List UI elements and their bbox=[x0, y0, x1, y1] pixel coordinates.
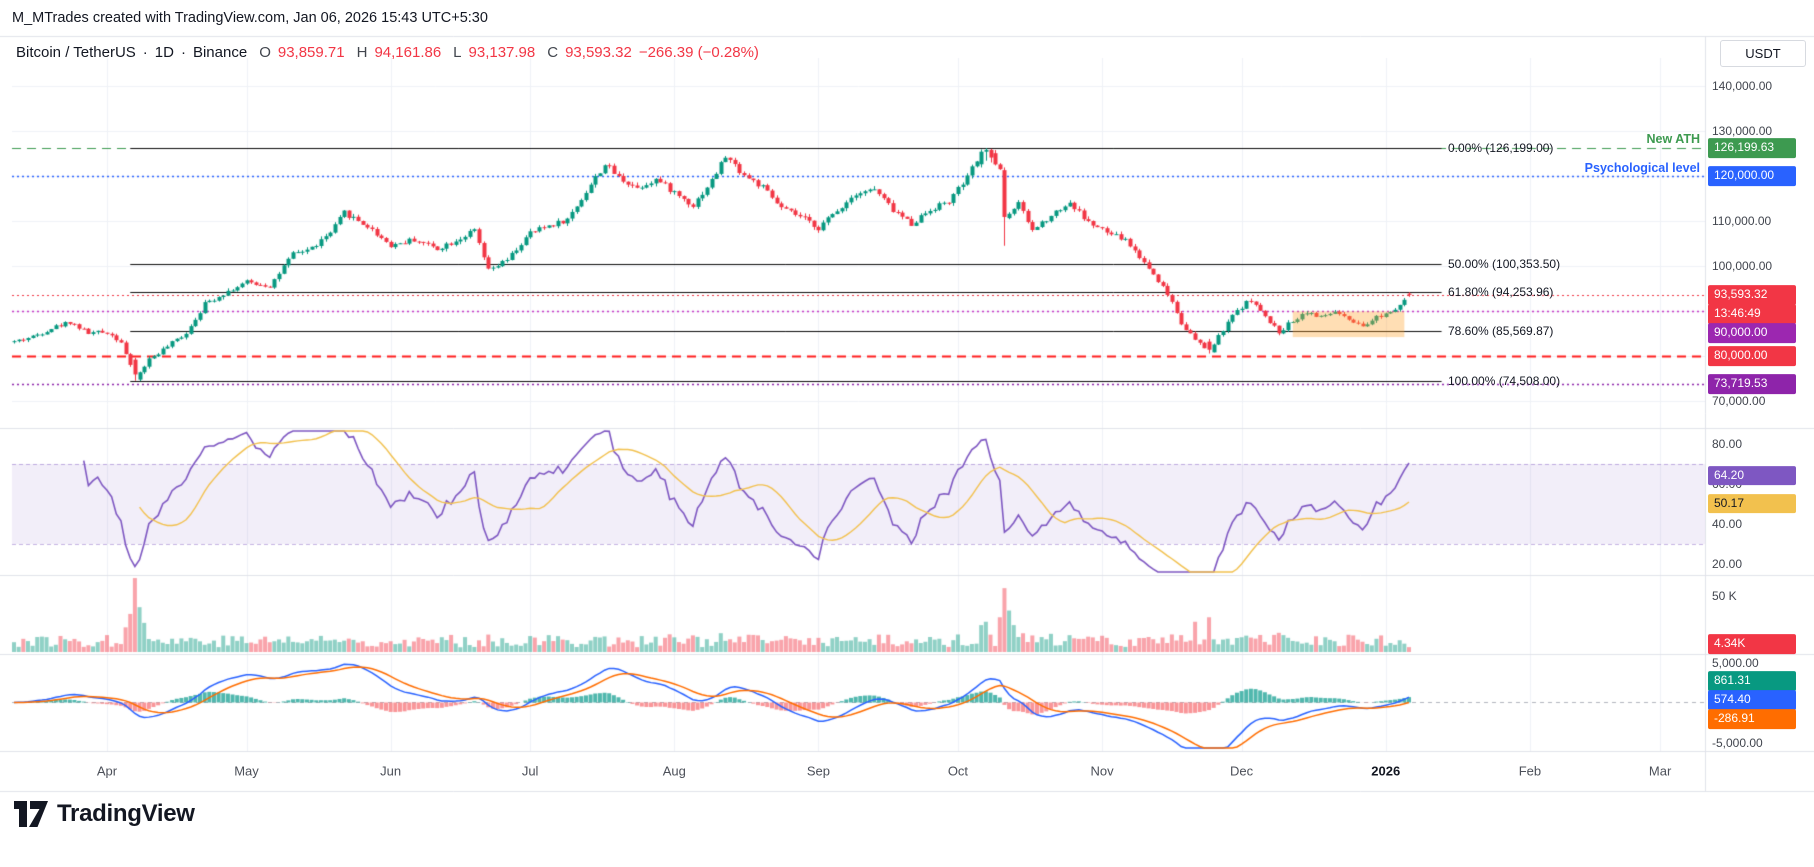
time-axis-label-2026: 2026 bbox=[1371, 763, 1401, 779]
price-badge-last-price: 93,593.32 bbox=[1708, 284, 1796, 305]
fib-level-label: 50.00% (100,353.50) bbox=[1448, 257, 1561, 272]
legend-separator-icon: · bbox=[142, 44, 148, 61]
interval-label[interactable]: 1D bbox=[154, 44, 174, 61]
time-axis-label-jun: Jun bbox=[380, 763, 402, 779]
time-axis-label-nov: Nov bbox=[1090, 763, 1114, 779]
rsi-badge: 50.17 bbox=[1708, 493, 1796, 514]
tradingview-logo[interactable]: TradingView bbox=[14, 800, 195, 828]
rsi-axis-tick: 40.00 bbox=[1712, 517, 1743, 531]
attribution-text: M_MTrades created with TradingView.com, … bbox=[12, 10, 488, 26]
new-ath-label: New ATH bbox=[1646, 132, 1700, 146]
price-axis-tick: 110,000.00 bbox=[1712, 214, 1772, 228]
price-badge-psychological: 120,000.00 bbox=[1708, 166, 1796, 186]
time-axis-label-jul: Jul bbox=[521, 763, 539, 779]
macd-badge-macd: 574.40 bbox=[1708, 690, 1796, 710]
low-value: 93,137.98 bbox=[468, 44, 536, 61]
time-axis-label-dec: Dec bbox=[1230, 763, 1254, 779]
open-value: 93,859.71 bbox=[277, 44, 345, 61]
symbol-name[interactable]: Bitcoin / TetherUS bbox=[16, 44, 136, 61]
price-badge-new-ath: 126,199.63 bbox=[1708, 138, 1796, 158]
high-value: 94,161.86 bbox=[374, 44, 442, 61]
time-axis-label-mar: Mar bbox=[1648, 763, 1672, 779]
currency-toggle-button[interactable]: USDT bbox=[1720, 40, 1806, 67]
tradingview-logo-text: TradingView bbox=[57, 800, 195, 827]
price-axis-tick: 70,000.00 bbox=[1712, 394, 1766, 408]
legend-separator-icon: · bbox=[180, 44, 186, 61]
rsi-axis-tick: 80.00 bbox=[1712, 437, 1743, 451]
exchange-label[interactable]: Binance bbox=[192, 44, 248, 61]
attribution-bar: M_MTrades created with TradingView.com, … bbox=[12, 0, 488, 36]
macd-axis-tick: -5,000.00 bbox=[1712, 735, 1763, 750]
low-prefix: L bbox=[453, 44, 462, 61]
change-value: −266.39 (−0.28%) bbox=[638, 44, 759, 61]
fib-level-label: 61.80% (94,253.96) bbox=[1448, 284, 1554, 299]
symbol-legend: Bitcoin / TetherUS · 1D · Binance O 93,8… bbox=[16, 44, 759, 61]
fib-level-label: 100.00% (74,508.00) bbox=[1448, 373, 1561, 388]
price-badge-countdown: 13:46:49 bbox=[1708, 303, 1796, 324]
price-axis-tick: 140,000.00 bbox=[1712, 79, 1773, 93]
volume-badge: 4.34K bbox=[1708, 634, 1796, 654]
high-prefix: H bbox=[356, 44, 368, 61]
price-axis-tick: 100,000.00 bbox=[1712, 259, 1773, 273]
rsi-axis-tick: 20.00 bbox=[1712, 557, 1743, 571]
tradingview-logo-icon bbox=[14, 801, 48, 827]
volume-axis-tick: 50 K bbox=[1712, 589, 1737, 603]
time-axis-label-feb: Feb bbox=[1518, 763, 1542, 779]
time-axis-label-may: May bbox=[234, 763, 259, 779]
open-prefix: O bbox=[259, 44, 271, 61]
time-axis-label-aug: Aug bbox=[662, 763, 686, 779]
price-badge-level-90000: 90,000.00 bbox=[1708, 322, 1796, 343]
macd-badge-hist: 861.31 bbox=[1708, 671, 1796, 691]
price-badge-level-73719: 73,719.53 bbox=[1708, 374, 1796, 395]
fib-level-label: 0.00% (126,199.00) bbox=[1448, 141, 1554, 156]
time-axis-label-oct: Oct bbox=[947, 763, 969, 779]
fib-level-label: 78.60% (85,569.87) bbox=[1448, 323, 1554, 338]
price-badge-level-80000: 80,000.00 bbox=[1708, 346, 1796, 366]
macd-badge-signal: -286.91 bbox=[1708, 709, 1796, 729]
psychological-level-label: Psychological level bbox=[1584, 161, 1700, 175]
macd-axis-tick: 5,000.00 bbox=[1712, 655, 1759, 670]
rsi-badge: 64.20 bbox=[1708, 465, 1796, 486]
close-value: 93,593.32 bbox=[565, 44, 632, 61]
time-axis-label-sep: Sep bbox=[806, 763, 831, 779]
close-prefix: C bbox=[547, 44, 559, 61]
time-axis-label-apr: Apr bbox=[96, 763, 118, 779]
price-axis-tick: 130,000.00 bbox=[1712, 124, 1773, 138]
